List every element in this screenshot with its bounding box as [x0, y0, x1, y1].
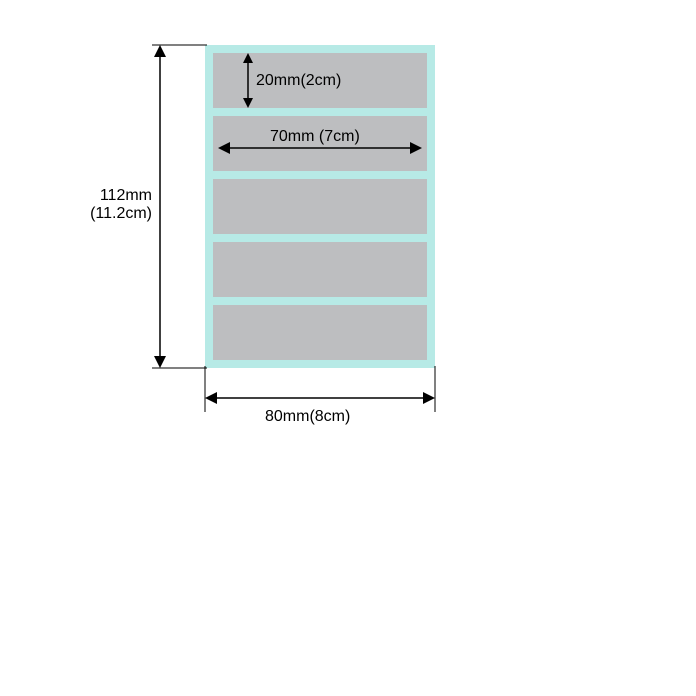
dimension-label-height-label: 20mm(2cm)	[256, 72, 341, 90]
dimension-height-line1: 112mm	[90, 187, 152, 205]
dimension-label-width-label: 70mm (7cm)	[270, 128, 360, 146]
dimension-height-label: 112mm (11.2cm)	[90, 187, 152, 223]
diagram-stage: 112mm (11.2cm) 80mm(8cm) 20mm(2cm) 70mm …	[0, 0, 696, 696]
dimension-height-line2: (11.2cm)	[90, 205, 152, 223]
dimension-overlay	[0, 0, 696, 696]
dimension-width-label: 80mm(8cm)	[265, 408, 350, 426]
